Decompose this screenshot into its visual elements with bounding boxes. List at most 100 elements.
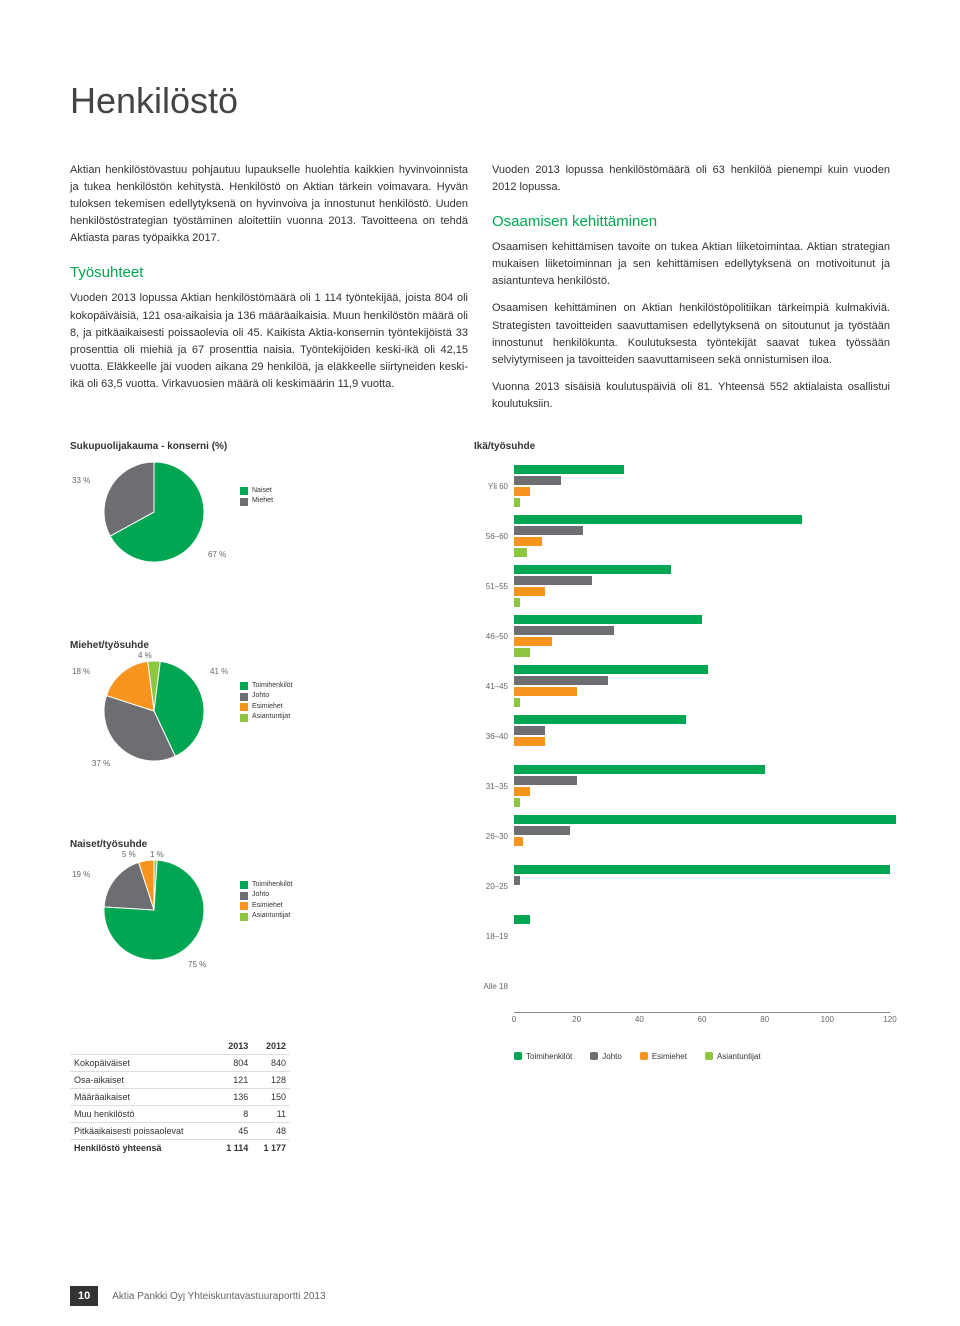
chart-bar [514, 787, 530, 796]
chart-bar [514, 687, 577, 696]
table-header [70, 1038, 215, 1055]
age-group-row: 36–40 [474, 712, 890, 762]
tyosuhteet-paragraph: Vuoden 2013 lopussa Aktian henkilöstömää… [70, 290, 468, 392]
gender-pct-miehet: 33 % [72, 476, 90, 485]
chart-bar [514, 815, 896, 824]
intro-paragraph: Aktian henkilöstövastuu pohjautuu lupauk… [70, 162, 468, 247]
page-title: Henkilöstö [70, 80, 890, 122]
women-pct-asiantuntijat: 1 % [150, 850, 164, 859]
chart-bar [514, 537, 542, 546]
age-group-row: Alle 18 [474, 962, 890, 1012]
table-row: Määräaikaiset136150 [70, 1088, 290, 1105]
chart-bar [514, 548, 527, 557]
table-row: Pitkäaikaisesti poissaolevat4548 [70, 1122, 290, 1139]
men-pct-johto: 37 % [92, 759, 110, 768]
table-row: Muu henkilöstö811 [70, 1105, 290, 1122]
age-chart-title: Ikä/työsuhde [474, 441, 890, 452]
women-pie-title: Naiset/työsuhde [70, 839, 450, 850]
chart-bar [514, 776, 577, 785]
men-pie-chart: 4 % 41 % 18 % 37 % ToimihenkilötJohtoEsi… [70, 661, 450, 811]
age-group-label: 18–19 [474, 912, 514, 962]
women-pie-chart: 5 % 1 % 19 % 75 % ToimihenkilötJohtoEsim… [70, 860, 450, 1010]
legend-item: Esimiehet [640, 1052, 687, 1061]
tyosuhteet-heading: Työsuhteet [70, 261, 468, 284]
chart-bar [514, 665, 708, 674]
legend-item: Johto [240, 691, 292, 702]
age-group-label: 46–50 [474, 612, 514, 662]
age-group-row: 20–25 [474, 862, 890, 912]
x-tick: 20 [572, 1015, 581, 1024]
legend-item: Esimiehet [240, 702, 292, 713]
age-group-row: 46–50 [474, 612, 890, 662]
x-tick: 100 [821, 1015, 834, 1024]
women-pct-toimihenkilot: 75 % [188, 960, 206, 969]
men-pct-esimiehet: 18 % [72, 667, 90, 676]
x-tick: 120 [883, 1015, 896, 1024]
chart-bar [514, 726, 545, 735]
age-bar-chart: Yli 6056–6051–5546–5041–4536–4031–3526–3… [474, 462, 890, 1012]
age-group-row: 41–45 [474, 662, 890, 712]
men-legend: ToimihenkilötJohtoEsimiehetAsiantuntijat [240, 681, 292, 723]
age-group-label: 51–55 [474, 562, 514, 612]
chart-bar [514, 648, 530, 657]
osaaminen-p1: Osaamisen kehittämisen tavoite on tukea … [492, 239, 890, 290]
age-chart-x-axis: 020406080100120 [514, 1012, 890, 1042]
age-group-label: 20–25 [474, 862, 514, 912]
age-group-row: 56–60 [474, 512, 890, 562]
osaaminen-p3: Vuonna 2013 sisäisiä koulutuspäiviä oli … [492, 379, 890, 413]
page-number-badge: 10 [70, 1286, 98, 1306]
table-row: Kokopäiväiset804840 [70, 1054, 290, 1071]
chart-bar [514, 526, 583, 535]
legend-item: Asiantuntijat [240, 712, 292, 723]
age-group-label: 56–60 [474, 512, 514, 562]
chart-bar [514, 826, 570, 835]
age-group-label: 36–40 [474, 712, 514, 762]
chart-bar [514, 515, 802, 524]
legend-item: Toimihenkilöt [514, 1052, 572, 1061]
age-group-label: 41–45 [474, 662, 514, 712]
age-group-row: Yli 60 [474, 462, 890, 512]
chart-bar [514, 637, 552, 646]
men-pie-title: Miehet/työsuhde [70, 640, 450, 651]
chart-bar [514, 737, 545, 746]
age-group-label: Alle 18 [474, 962, 514, 1012]
chart-bar [514, 587, 545, 596]
women-pct-johto: 19 % [72, 870, 90, 879]
age-group-row: 18–19 [474, 912, 890, 962]
chart-bar [514, 626, 614, 635]
osaaminen-heading: Osaamisen kehittäminen [492, 210, 890, 233]
age-group-row: 26–30 [474, 812, 890, 862]
osaaminen-p2: Osaamisen kehittäminen on Aktian henkilö… [492, 300, 890, 368]
table-total-row: Henkilöstö yhteensä1 1141 177 [70, 1139, 290, 1156]
table-header: 2012 [252, 1038, 290, 1055]
women-pct-esimiehet: 5 % [122, 850, 136, 859]
gender-legend: NaisetMiehet [240, 486, 273, 507]
table-header: 2013 [215, 1038, 252, 1055]
legend-item: Toimihenkilöt [240, 681, 292, 692]
chart-bar [514, 565, 671, 574]
gender-pie-title: Sukupuolijakauma - konserni (%) [70, 441, 450, 452]
legend-item: Asiantuntijat [240, 911, 292, 922]
x-tick: 40 [635, 1015, 644, 1024]
chart-bar [514, 487, 530, 496]
legend-item: Asiantuntijat [705, 1052, 761, 1061]
chart-bar [514, 765, 765, 774]
gender-pie-chart: 33 % 67 % NaisetMiehet [70, 462, 450, 612]
legend-item: Miehet [240, 496, 273, 507]
chart-bar [514, 915, 530, 924]
chart-bar [514, 876, 520, 885]
chart-bar [514, 476, 561, 485]
chart-bar [514, 598, 520, 607]
legend-item: Johto [590, 1052, 622, 1061]
chart-bar [514, 676, 608, 685]
chart-bar [514, 865, 890, 874]
men-pct-asiantuntijat: 4 % [138, 651, 152, 660]
age-chart-legend: Toimihenkilöt Johto Esimiehet Asiantuntijat [514, 1052, 890, 1061]
women-legend: ToimihenkilötJohtoEsimiehetAsiantuntijat [240, 880, 292, 922]
gender-pct-naiset: 67 % [208, 550, 226, 559]
chart-bar [514, 465, 624, 474]
staff-table: 20132012Kokopäiväiset804840Osa-aikaiset1… [70, 1038, 290, 1156]
chart-bar [514, 615, 702, 624]
men-pct-toimihenkilot: 41 % [210, 667, 228, 676]
page-footer: 10 Aktia Pankki Oyj Yhteiskuntavastuurap… [70, 1286, 326, 1306]
